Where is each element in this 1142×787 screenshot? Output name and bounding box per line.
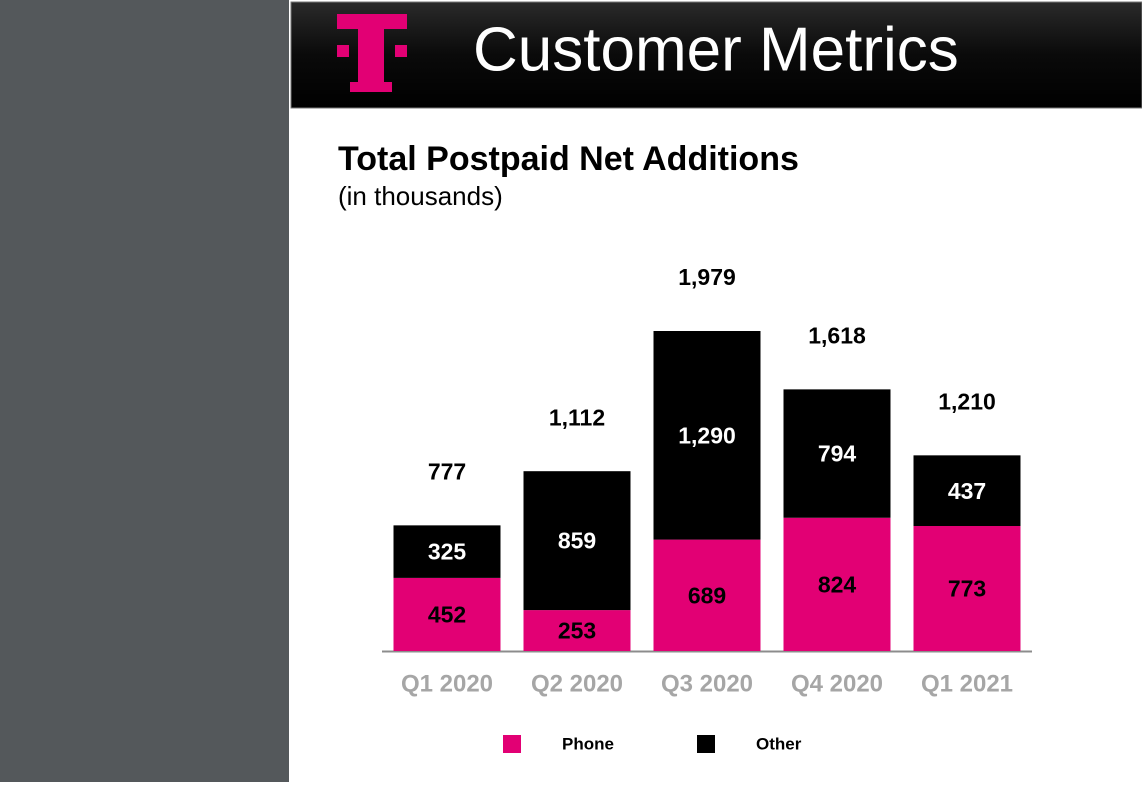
- chart-subtitle: (in thousands): [338, 181, 503, 211]
- total-label: 777: [428, 458, 466, 484]
- legend-swatch: [503, 735, 521, 753]
- header-title: Customer Metrics: [473, 15, 959, 84]
- bar-segment: [653, 539, 761, 651]
- value-label: 253: [558, 618, 596, 644]
- total-label: 1,112: [549, 404, 605, 430]
- chart-title: Total Postpaid Net Additions: [338, 140, 799, 178]
- bar-segment: [393, 577, 501, 651]
- value-label: 689: [688, 582, 726, 608]
- logo: [337, 14, 407, 92]
- x-tick-label: Q1 2020: [401, 670, 493, 697]
- bar-segment: [783, 389, 891, 518]
- bar-segment: [913, 455, 1021, 527]
- value-label: 859: [558, 528, 596, 554]
- value-label: 773: [948, 576, 986, 602]
- x-tick-label: Q4 2020: [791, 670, 883, 697]
- value-label: 1,290: [678, 422, 736, 448]
- total-label: 1,618: [808, 322, 866, 348]
- total-label: 1,979: [678, 264, 736, 290]
- value-label: 824: [818, 571, 857, 597]
- bar-segment: [393, 525, 501, 578]
- header-band: [290, 1, 1142, 109]
- legend-swatch: [697, 735, 715, 753]
- bar-segment: [783, 517, 891, 651]
- x-tick-label: Q3 2020: [661, 670, 753, 697]
- value-label: 794: [818, 441, 857, 467]
- x-tick-label: Q2 2020: [531, 670, 623, 697]
- bar-segment: [523, 471, 631, 611]
- value-label: 325: [428, 539, 467, 565]
- value-label: 452: [428, 602, 466, 628]
- x-tick-label: Q1 2021: [921, 670, 1013, 697]
- bar-segment: [913, 526, 1021, 651]
- value-label: 437: [948, 478, 986, 504]
- legend-label: Phone: [562, 734, 614, 753]
- total-label: 1,210: [938, 388, 996, 414]
- side-panel: [0, 0, 289, 782]
- bar-segment: [523, 610, 631, 651]
- legend-label: Other: [756, 734, 802, 753]
- bar-segment: [653, 331, 761, 540]
